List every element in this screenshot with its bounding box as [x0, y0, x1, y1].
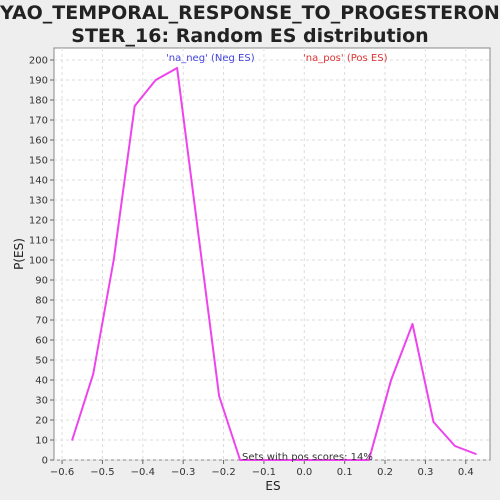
series-point — [71, 439, 74, 441]
x-tick-label: −0.1 — [252, 467, 276, 478]
series-point — [281, 459, 284, 461]
y-tick-label: 60 — [35, 336, 48, 347]
series-point — [197, 231, 200, 233]
series-layer — [71, 67, 477, 461]
x-tick-label: −0.6 — [50, 467, 74, 478]
y-tick-label: 100 — [29, 256, 48, 267]
x-axis-title: ES — [265, 479, 280, 493]
series-point — [92, 373, 95, 375]
y-tick-label: 180 — [29, 96, 48, 107]
y-tick-label: 50 — [35, 356, 48, 367]
y-tick-label: 150 — [29, 156, 48, 167]
chart-title-line-1: YAO_TEMPORAL_RESPONSE_TO_PROGESTERONE_CL… — [0, 2, 500, 24]
y-tick-label: 160 — [29, 136, 48, 147]
x-axis-ticks: −0.6 −0.5 −0.4 −0.3 −0.2 −0.1 0.0 0.1 0.2 0.3 0.4 — [50, 460, 474, 478]
y-tick-label: 140 — [29, 176, 48, 187]
x-tick-label: 0.0 — [296, 467, 312, 478]
chart-title-line-2: STER_16: Random ES distribution — [71, 25, 429, 47]
y-tick-label: 190 — [29, 76, 48, 87]
x-tick-label: 0.1 — [337, 467, 353, 478]
series-point — [218, 395, 221, 397]
pos-scores-annotation: Sets with pos scores: 14% — [242, 452, 373, 463]
series-point — [411, 323, 414, 325]
legend-neg-es: 'na_neg' (Neg ES) — [166, 53, 255, 64]
series-point — [133, 105, 136, 107]
y-tick-label: 80 — [35, 296, 48, 307]
y-tick-label: 110 — [29, 236, 48, 247]
y-tick-label: 30 — [35, 396, 48, 407]
x-tick-label: −0.5 — [90, 467, 114, 478]
y-tick-label: 90 — [35, 276, 48, 287]
y-tick-label: 0 — [42, 456, 48, 467]
series-point — [112, 259, 115, 261]
series-point — [390, 379, 392, 381]
x-tick-label: 0.3 — [417, 467, 433, 478]
series-point — [303, 459, 306, 461]
x-tick-label: −0.4 — [131, 467, 155, 478]
legend-pos-es: 'na_pos' (Pos ES) — [303, 53, 388, 64]
y-tick-label: 200 — [29, 56, 48, 67]
x-tick-label: −0.3 — [171, 467, 195, 478]
y-tick-label: 120 — [29, 216, 48, 227]
x-tick-label: −0.2 — [211, 467, 235, 478]
x-tick-label: 0.4 — [458, 467, 474, 478]
y-tick-label: 20 — [35, 416, 48, 427]
y-tick-label: 70 — [35, 316, 48, 327]
series-point — [260, 459, 262, 461]
series-point — [367, 459, 370, 461]
plot-area — [53, 47, 491, 461]
y-axis-title: P(ES) — [12, 238, 26, 270]
series-point — [474, 453, 477, 455]
y-tick-label: 10 — [35, 436, 48, 447]
series-point — [345, 459, 348, 461]
series-point — [154, 79, 157, 81]
y-axis-ticks: 0 10 20 30 40 50 60 70 80 90 100 110 120 130 140 150 160… — [29, 56, 54, 467]
y-tick-label: 40 — [35, 376, 48, 387]
series-point — [176, 67, 179, 69]
chart-title: YAO_TEMPORAL_RESPONSE_TO_PROGESTERONE_CL… — [0, 2, 500, 48]
series-line — [71, 67, 477, 461]
series-point — [323, 459, 326, 461]
series-point — [239, 459, 242, 461]
series-point — [453, 445, 456, 447]
series-point — [432, 421, 435, 423]
y-tick-label: 130 — [29, 196, 48, 207]
y-tick-label: 170 — [29, 116, 48, 127]
x-tick-label: 0.2 — [377, 467, 393, 478]
